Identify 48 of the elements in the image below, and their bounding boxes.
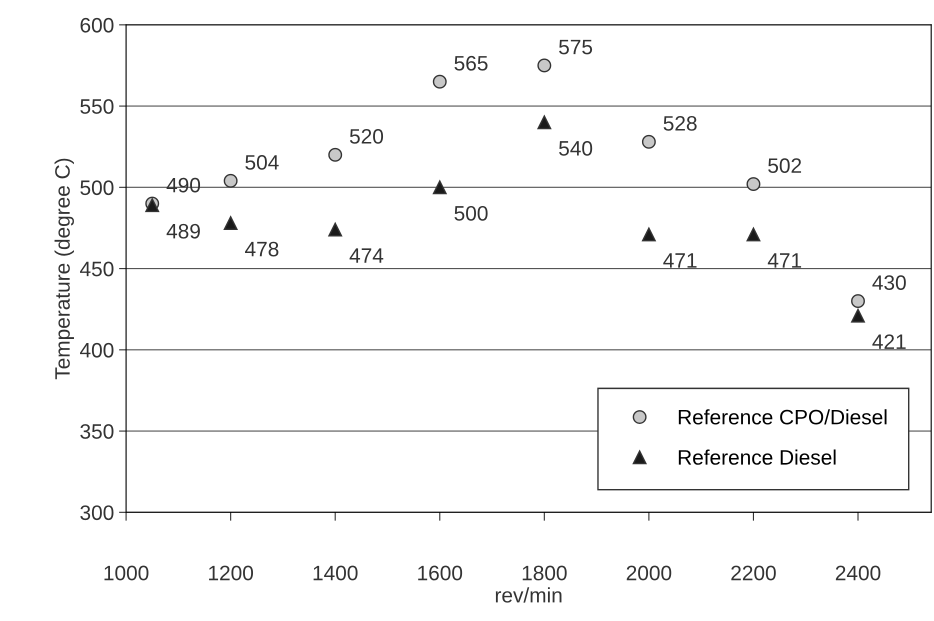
point — [432, 180, 447, 194]
legend-label: Reference CPO/Diesel — [678, 409, 886, 425]
point — [537, 115, 552, 130]
y-tick-label: 500 — [80, 180, 114, 196]
y-tick-label: 400 — [80, 342, 114, 358]
data-label: 471 — [663, 253, 697, 268]
y-tick-label: 350 — [80, 424, 114, 439]
data-label: 489 — [166, 224, 200, 239]
y-axis-title: Temperature (degree C) — [54, 158, 74, 380]
data-label: 474 — [350, 248, 384, 263]
point — [537, 58, 552, 72]
data-label: 520 — [350, 129, 384, 144]
legend-label: Reference Diesel — [678, 449, 836, 465]
y-tick-label: 550 — [80, 99, 114, 114]
data-label: 500 — [454, 206, 488, 221]
x-tick-label: 1000 — [104, 566, 148, 580]
point — [224, 174, 238, 188]
x-axis-title: rev/min — [496, 587, 562, 603]
point — [642, 134, 656, 149]
point — [746, 177, 760, 192]
point — [642, 228, 656, 242]
data-label: 502 — [768, 158, 802, 174]
x-tick-label: 1200 — [209, 566, 254, 580]
x-tick-label: 1400 — [314, 566, 358, 580]
point — [746, 228, 760, 242]
y-tick-label: 300 — [80, 505, 114, 520]
data-label: 504 — [245, 155, 279, 170]
data-label: 471 — [768, 253, 802, 268]
data-label: 528 — [664, 116, 697, 131]
data-label: 565 — [454, 56, 488, 71]
y-tick-label: 450 — [80, 262, 114, 276]
x-tick-label: 1800 — [522, 566, 567, 580]
point — [328, 148, 342, 162]
data-label: 575 — [559, 40, 592, 54]
data-label: 478 — [245, 242, 278, 256]
point — [851, 294, 865, 308]
point — [328, 222, 342, 237]
point — [851, 308, 865, 323]
x-tick-label: 2200 — [731, 566, 776, 580]
data-label: 540 — [559, 140, 592, 156]
data-label: 430 — [872, 275, 906, 290]
point — [224, 216, 238, 230]
data-label: 421 — [872, 334, 906, 349]
y-tick-label: 600 — [80, 18, 114, 33]
x-tick-label: 2000 — [626, 566, 672, 580]
point — [432, 74, 447, 89]
x-tick-label: 1600 — [418, 566, 462, 580]
x-tick-label: 2400 — [836, 566, 880, 580]
